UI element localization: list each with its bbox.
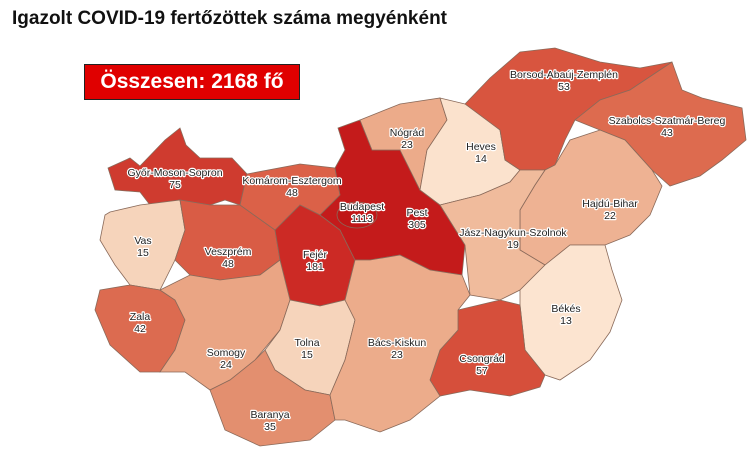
county-value: 23 <box>401 139 413 151</box>
county-name: Baranya <box>250 409 289 421</box>
county-name: Győr-Moson-Sopron <box>127 167 222 179</box>
county-baranya <box>209 349 336 447</box>
county-value: 43 <box>661 127 673 139</box>
county-budapest <box>336 201 378 229</box>
county-name: Bács-Kiskun <box>368 337 427 349</box>
county-value: 42 <box>134 323 146 335</box>
county-name: Borsod-Abaúj-Zemplén <box>510 69 618 81</box>
county-value: 48 <box>222 258 234 270</box>
county-value: 15 <box>137 247 149 259</box>
county-value: 57 <box>476 365 488 377</box>
county-value: 53 <box>558 81 570 93</box>
county-value: 305 <box>408 219 426 231</box>
county-name: Békés <box>551 303 580 315</box>
county-label-heves: Heves 14 <box>466 141 496 165</box>
county-name: Zala <box>130 311 151 323</box>
county-name: Veszprém <box>205 246 252 258</box>
county-label-borsod-abauj-zemplen: Borsod-Abaúj-Zemplén 53 <box>510 69 618 93</box>
county-name: Csongrád <box>459 353 505 365</box>
county-label-csongrad: Csongrád 57 <box>459 353 505 377</box>
county-name: Somogy <box>207 347 246 359</box>
county-label-gyor-moson-sopron: Győr-Moson-Sopron 75 <box>127 167 222 191</box>
county-label-veszprem: Veszprém 48 <box>205 246 252 270</box>
county-label-nograd: Nógrád 23 <box>390 127 425 151</box>
county-label-zala: Zala 42 <box>130 311 151 335</box>
county-label-szabolcs-szatmar-bereg: Szabolcs-Szatmár-Bereg 43 <box>609 115 726 139</box>
total-cases-banner: Összesen: 2168 fő <box>84 64 300 100</box>
county-value: 14 <box>475 153 487 165</box>
county-name: Heves <box>466 141 496 153</box>
county-value: 19 <box>507 239 519 251</box>
county-value: 13 <box>560 315 572 327</box>
county-name: Hajdú-Bihar <box>582 198 638 210</box>
county-name: Jász-Nagykun-Szolnok <box>459 227 567 239</box>
county-value: 1113 <box>351 213 373 225</box>
county-value: 48 <box>286 187 298 199</box>
county-value: 35 <box>264 421 276 433</box>
county-name: Nógrád <box>390 127 425 139</box>
county-name: Komárom-Esztergom <box>242 175 341 187</box>
county-label-somogy: Somogy 24 <box>207 347 246 371</box>
county-value: 24 <box>220 359 232 371</box>
county-name: Vas <box>134 235 151 247</box>
county-label-jasz-nagykun-szolnok: Jász-Nagykun-Szolnok 19 <box>459 227 567 251</box>
county-name: Budapest <box>340 201 384 213</box>
county-label-pest: Pest 305 <box>406 207 427 231</box>
county-label-hajdu-bihar: Hajdú-Bihar 22 <box>582 198 638 222</box>
county-name: Pest <box>406 207 427 219</box>
county-jasz-nagykun-szolnok <box>439 169 546 301</box>
county-value: 23 <box>391 349 403 361</box>
county-name: Tolna <box>294 337 319 349</box>
county-label-vas: Vas 15 <box>134 235 151 259</box>
county-label-fejer: Fejér 181 <box>303 249 327 273</box>
county-label-bekes: Békés 13 <box>551 303 580 327</box>
county-value: 15 <box>301 349 313 361</box>
county-bacs-kiskun <box>329 254 471 433</box>
county-label-komarom-esztergom: Komárom-Esztergom 48 <box>242 175 341 199</box>
county-name: Fejér <box>303 249 327 261</box>
county-label-bacs-kiskun: Bács-Kiskun 23 <box>368 337 427 361</box>
county-value: 22 <box>604 210 616 222</box>
map-title: Igazolt COVID-19 fertőzöttek száma megyé… <box>12 8 447 29</box>
county-label-baranya: Baranya 35 <box>250 409 289 433</box>
county-label-budapest: Budapest 1113 <box>340 201 384 225</box>
county-value: 181 <box>306 261 324 273</box>
county-value: 75 <box>169 179 181 191</box>
county-label-tolna: Tolna 15 <box>294 337 319 361</box>
county-name: Szabolcs-Szatmár-Bereg <box>609 115 726 127</box>
